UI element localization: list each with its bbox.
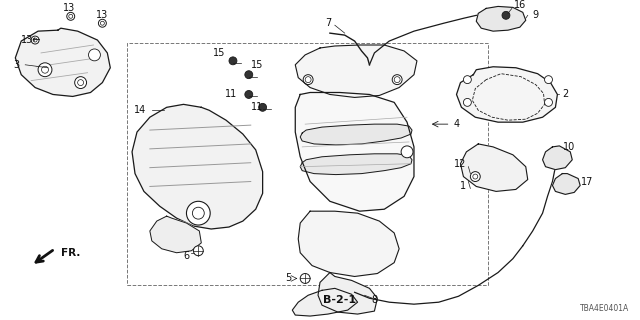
- Circle shape: [470, 172, 480, 181]
- Text: 11: 11: [251, 102, 263, 112]
- Bar: [127, 43, 488, 285]
- Text: 11: 11: [225, 90, 237, 100]
- Text: 9: 9: [532, 10, 539, 20]
- Circle shape: [99, 19, 106, 27]
- Circle shape: [394, 77, 400, 83]
- Circle shape: [229, 57, 237, 65]
- Polygon shape: [476, 6, 525, 31]
- Circle shape: [100, 21, 104, 25]
- Text: 13: 13: [96, 10, 109, 20]
- Polygon shape: [460, 144, 528, 191]
- Circle shape: [245, 91, 253, 99]
- Circle shape: [502, 12, 510, 19]
- Text: 3: 3: [13, 60, 19, 70]
- Text: 2: 2: [562, 90, 568, 100]
- Polygon shape: [295, 45, 417, 97]
- Polygon shape: [300, 124, 412, 145]
- Circle shape: [38, 63, 52, 77]
- Circle shape: [300, 274, 310, 284]
- Circle shape: [67, 12, 75, 20]
- Circle shape: [42, 66, 49, 73]
- Text: B-2-1: B-2-1: [323, 295, 356, 305]
- Polygon shape: [132, 104, 262, 229]
- Circle shape: [401, 146, 413, 158]
- Circle shape: [305, 77, 311, 83]
- Text: 17: 17: [581, 177, 593, 187]
- Circle shape: [186, 201, 210, 225]
- Text: 15: 15: [250, 60, 263, 70]
- Circle shape: [245, 71, 253, 79]
- Polygon shape: [298, 211, 399, 276]
- Circle shape: [463, 99, 471, 106]
- Text: TBA4E0401A: TBA4E0401A: [580, 304, 630, 313]
- Text: 15: 15: [213, 48, 225, 58]
- Circle shape: [75, 77, 86, 89]
- Circle shape: [88, 49, 100, 61]
- Circle shape: [259, 103, 267, 111]
- Text: 5: 5: [285, 274, 291, 284]
- Text: 16: 16: [514, 0, 526, 11]
- Circle shape: [193, 207, 204, 219]
- Polygon shape: [318, 273, 378, 314]
- Circle shape: [463, 76, 471, 84]
- Circle shape: [392, 75, 402, 84]
- Text: 13←: 13←: [21, 35, 42, 45]
- Polygon shape: [300, 154, 412, 175]
- Circle shape: [68, 14, 73, 18]
- Text: 4: 4: [454, 119, 460, 129]
- Text: 10: 10: [563, 142, 575, 152]
- Circle shape: [545, 99, 552, 106]
- Circle shape: [33, 38, 37, 42]
- Text: FR.: FR.: [61, 248, 80, 258]
- Polygon shape: [456, 67, 557, 122]
- Polygon shape: [15, 28, 110, 96]
- Polygon shape: [292, 288, 358, 316]
- Circle shape: [31, 36, 39, 44]
- Circle shape: [545, 76, 552, 84]
- Text: 1: 1: [460, 181, 467, 191]
- Polygon shape: [295, 92, 414, 211]
- Text: 14: 14: [134, 105, 146, 115]
- Polygon shape: [552, 174, 580, 194]
- Text: 12: 12: [454, 159, 467, 169]
- Circle shape: [193, 246, 204, 256]
- Circle shape: [303, 75, 313, 84]
- Text: 6: 6: [184, 251, 189, 261]
- Circle shape: [473, 174, 478, 179]
- Circle shape: [77, 80, 84, 85]
- Polygon shape: [150, 216, 202, 253]
- Polygon shape: [543, 146, 572, 170]
- Text: 8: 8: [371, 295, 378, 305]
- Text: 13: 13: [63, 4, 75, 13]
- Text: 7: 7: [324, 18, 331, 28]
